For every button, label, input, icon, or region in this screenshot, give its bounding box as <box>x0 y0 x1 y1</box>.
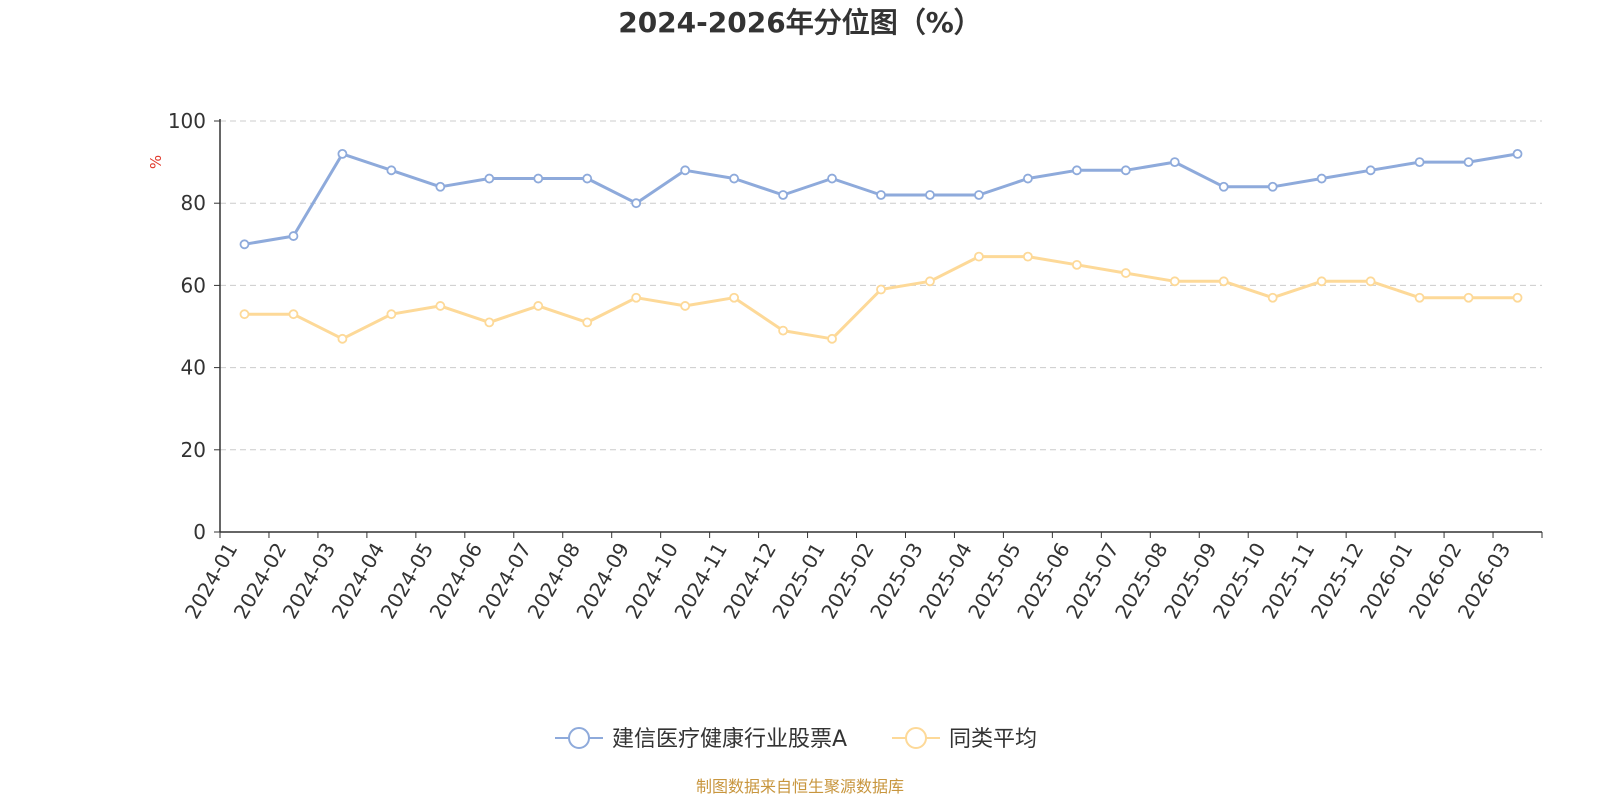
data-point[interactable] <box>435 181 446 192</box>
data-point[interactable] <box>974 251 984 262</box>
data-point[interactable] <box>1022 173 1033 184</box>
data-point[interactable] <box>533 301 544 311</box>
data-point[interactable] <box>1414 292 1425 303</box>
y-tick-label: 40 <box>181 356 206 380</box>
data-point[interactable] <box>778 325 788 336</box>
y-tick-label: 20 <box>181 438 206 462</box>
data-point[interactable] <box>729 292 740 303</box>
data-point[interactable] <box>729 173 740 184</box>
data-point[interactable] <box>680 165 691 176</box>
data-point[interactable] <box>1316 173 1327 184</box>
legend-item-2[interactable]: 同类平均 <box>892 727 1037 752</box>
legend-label: 建信医疗健康行业股票A <box>612 727 847 752</box>
data-point[interactable] <box>1512 292 1523 303</box>
data-point[interactable] <box>582 317 593 328</box>
data-point[interactable] <box>1218 181 1229 192</box>
data-point[interactable] <box>925 276 935 287</box>
data-point[interactable] <box>974 190 984 200</box>
data-point[interactable] <box>386 309 397 320</box>
data-point[interactable] <box>337 333 348 344</box>
data-point[interactable] <box>876 190 886 200</box>
y-tick-label: 100 <box>168 109 206 133</box>
data-point[interactable] <box>1463 157 1474 168</box>
data-point[interactable] <box>631 292 642 303</box>
data-point[interactable] <box>1463 292 1474 303</box>
legend[interactable]: 建信医疗健康行业股票A 同类平均 <box>555 727 1037 752</box>
data-point[interactable] <box>1169 157 1180 168</box>
data-point[interactable] <box>337 148 348 159</box>
data-point[interactable] <box>288 309 299 320</box>
data-point[interactable] <box>582 173 593 184</box>
data-point[interactable] <box>1267 292 1278 303</box>
data-point[interactable] <box>876 284 886 295</box>
data-point[interactable] <box>778 190 788 200</box>
data-point[interactable] <box>1071 165 1082 176</box>
data-point[interactable] <box>1169 276 1180 287</box>
data-point[interactable] <box>1218 276 1229 287</box>
series-2 <box>239 251 1523 344</box>
data-point[interactable] <box>827 173 837 184</box>
legend-swatch-marker <box>905 727 927 749</box>
data-point[interactable] <box>435 301 446 311</box>
legend-label: 同类平均 <box>949 727 1037 752</box>
data-point[interactable] <box>1071 259 1082 270</box>
data-point[interactable] <box>1365 276 1376 287</box>
series-line <box>244 255 1518 341</box>
y-tick-label: 60 <box>181 273 206 297</box>
data-point[interactable] <box>680 301 691 311</box>
data-point[interactable] <box>1120 268 1131 278</box>
data-point[interactable] <box>925 190 935 200</box>
data-point[interactable] <box>533 173 544 184</box>
source-note: 制图数据来自恒生聚源数据库 <box>696 777 904 796</box>
data-point[interactable] <box>1512 148 1523 159</box>
data-point[interactable] <box>1267 181 1278 192</box>
data-point[interactable] <box>827 333 837 344</box>
data-point[interactable] <box>484 173 495 184</box>
data-point[interactable] <box>1414 157 1425 168</box>
y-axis-unit: % <box>147 155 165 169</box>
data-point[interactable] <box>1316 276 1327 287</box>
y-tick-label: 80 <box>181 191 206 215</box>
data-point[interactable] <box>1022 251 1033 262</box>
chart-title: 2024-2026年分位图（%） <box>618 6 982 39</box>
data-point[interactable] <box>1365 165 1376 176</box>
data-point[interactable] <box>239 239 250 250</box>
legend-item-1[interactable]: 建信医疗健康行业股票A <box>555 727 847 752</box>
data-point[interactable] <box>484 317 495 328</box>
data-point[interactable] <box>288 231 299 241</box>
series-lines <box>239 148 1523 344</box>
data-point[interactable] <box>1120 165 1131 176</box>
data-point[interactable] <box>386 165 397 176</box>
legend-swatch-marker <box>568 727 590 749</box>
series-1 <box>239 148 1523 250</box>
data-point[interactable] <box>631 198 642 209</box>
y-tick-label: 0 <box>193 520 206 544</box>
data-point[interactable] <box>239 309 250 320</box>
